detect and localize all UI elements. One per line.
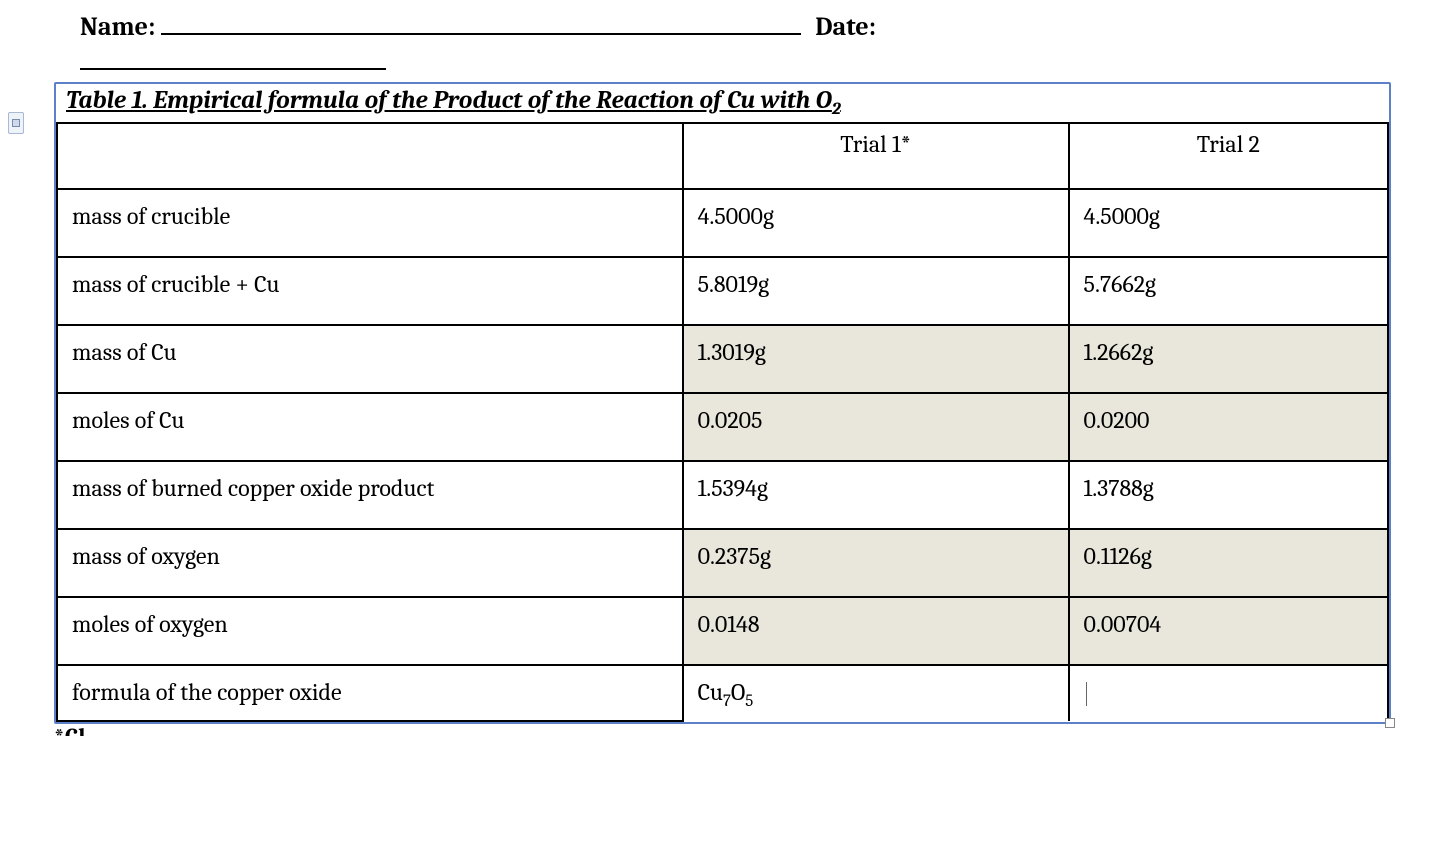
row-label: moles of oxygen [57,597,683,665]
cell-trial1: 1.5394g [683,461,1069,529]
table-row: moles of oxygen0.01480.00704 [57,597,1388,665]
cell-trial1: 1.3019g [683,325,1069,393]
cell-trial2-formula[interactable] [1069,665,1388,721]
cell-trial2: 1.3788g [1069,461,1388,529]
cell-trial2: 4.5000g [1069,189,1388,257]
date-blank-line [80,68,386,70]
table-row: mass of crucible4.5000g4.5000g [57,189,1388,257]
resize-handle-icon[interactable] [1385,718,1395,728]
row-label: formula of the copper oxide [57,665,683,721]
row-label: mass of crucible [57,189,683,257]
cutoff-text: *Cl [30,724,1405,736]
data-table: Trial 1* Trial 2 mass of crucible4.5000g… [56,122,1389,722]
text-cursor-icon [1086,682,1087,706]
table-title-text: Table 1. Empirical formula of the Produc… [66,86,832,115]
table-title: Table 1. Empirical formula of the Produc… [56,84,1389,122]
cell-trial1: 5.8019g [683,257,1069,325]
table-row: mass of burned copper oxide product1.539… [57,461,1388,529]
cell-trial1: 0.0205 [683,393,1069,461]
name-label: Name: [80,12,155,42]
header-blank [57,123,683,189]
cell-trial1: 0.0148 [683,597,1069,665]
row-label: moles of Cu [57,393,683,461]
table-selection-frame[interactable]: Table 1. Empirical formula of the Produc… [54,82,1391,724]
name-blank-line [161,33,801,35]
table-anchor-icon[interactable] [8,112,24,134]
table-row: mass of oxygen0.2375g0.1126g [57,529,1388,597]
cell-trial2: 1.2662g [1069,325,1388,393]
row-label: mass of Cu [57,325,683,393]
date-label: Date: [815,12,876,42]
table-row-formula: formula of the copper oxideCu7O5 [57,665,1388,721]
header-trial1: Trial 1* [683,123,1069,189]
row-label: mass of burned copper oxide product [57,461,683,529]
row-label: mass of oxygen [57,529,683,597]
worksheet-header: Name: Date: [30,10,1405,50]
table-header-row: Trial 1* Trial 2 [57,123,1388,189]
cell-trial2: 0.0200 [1069,393,1388,461]
row-label: mass of crucible + Cu [57,257,683,325]
cell-trial1-formula: Cu7O5 [683,665,1069,721]
table-row: mass of crucible + Cu5.8019g5.7662g [57,257,1388,325]
cell-trial2: 0.00704 [1069,597,1388,665]
cell-trial2: 5.7662g [1069,257,1388,325]
table-row: moles of Cu0.02050.0200 [57,393,1388,461]
cell-trial1: 0.2375g [683,529,1069,597]
header-trial2: Trial 2 [1069,123,1388,189]
cell-trial2: 0.1126g [1069,529,1388,597]
table-row: mass of Cu1.3019g1.2662g [57,325,1388,393]
cell-trial1: 4.5000g [683,189,1069,257]
table-title-subscript: 2 [832,99,841,119]
